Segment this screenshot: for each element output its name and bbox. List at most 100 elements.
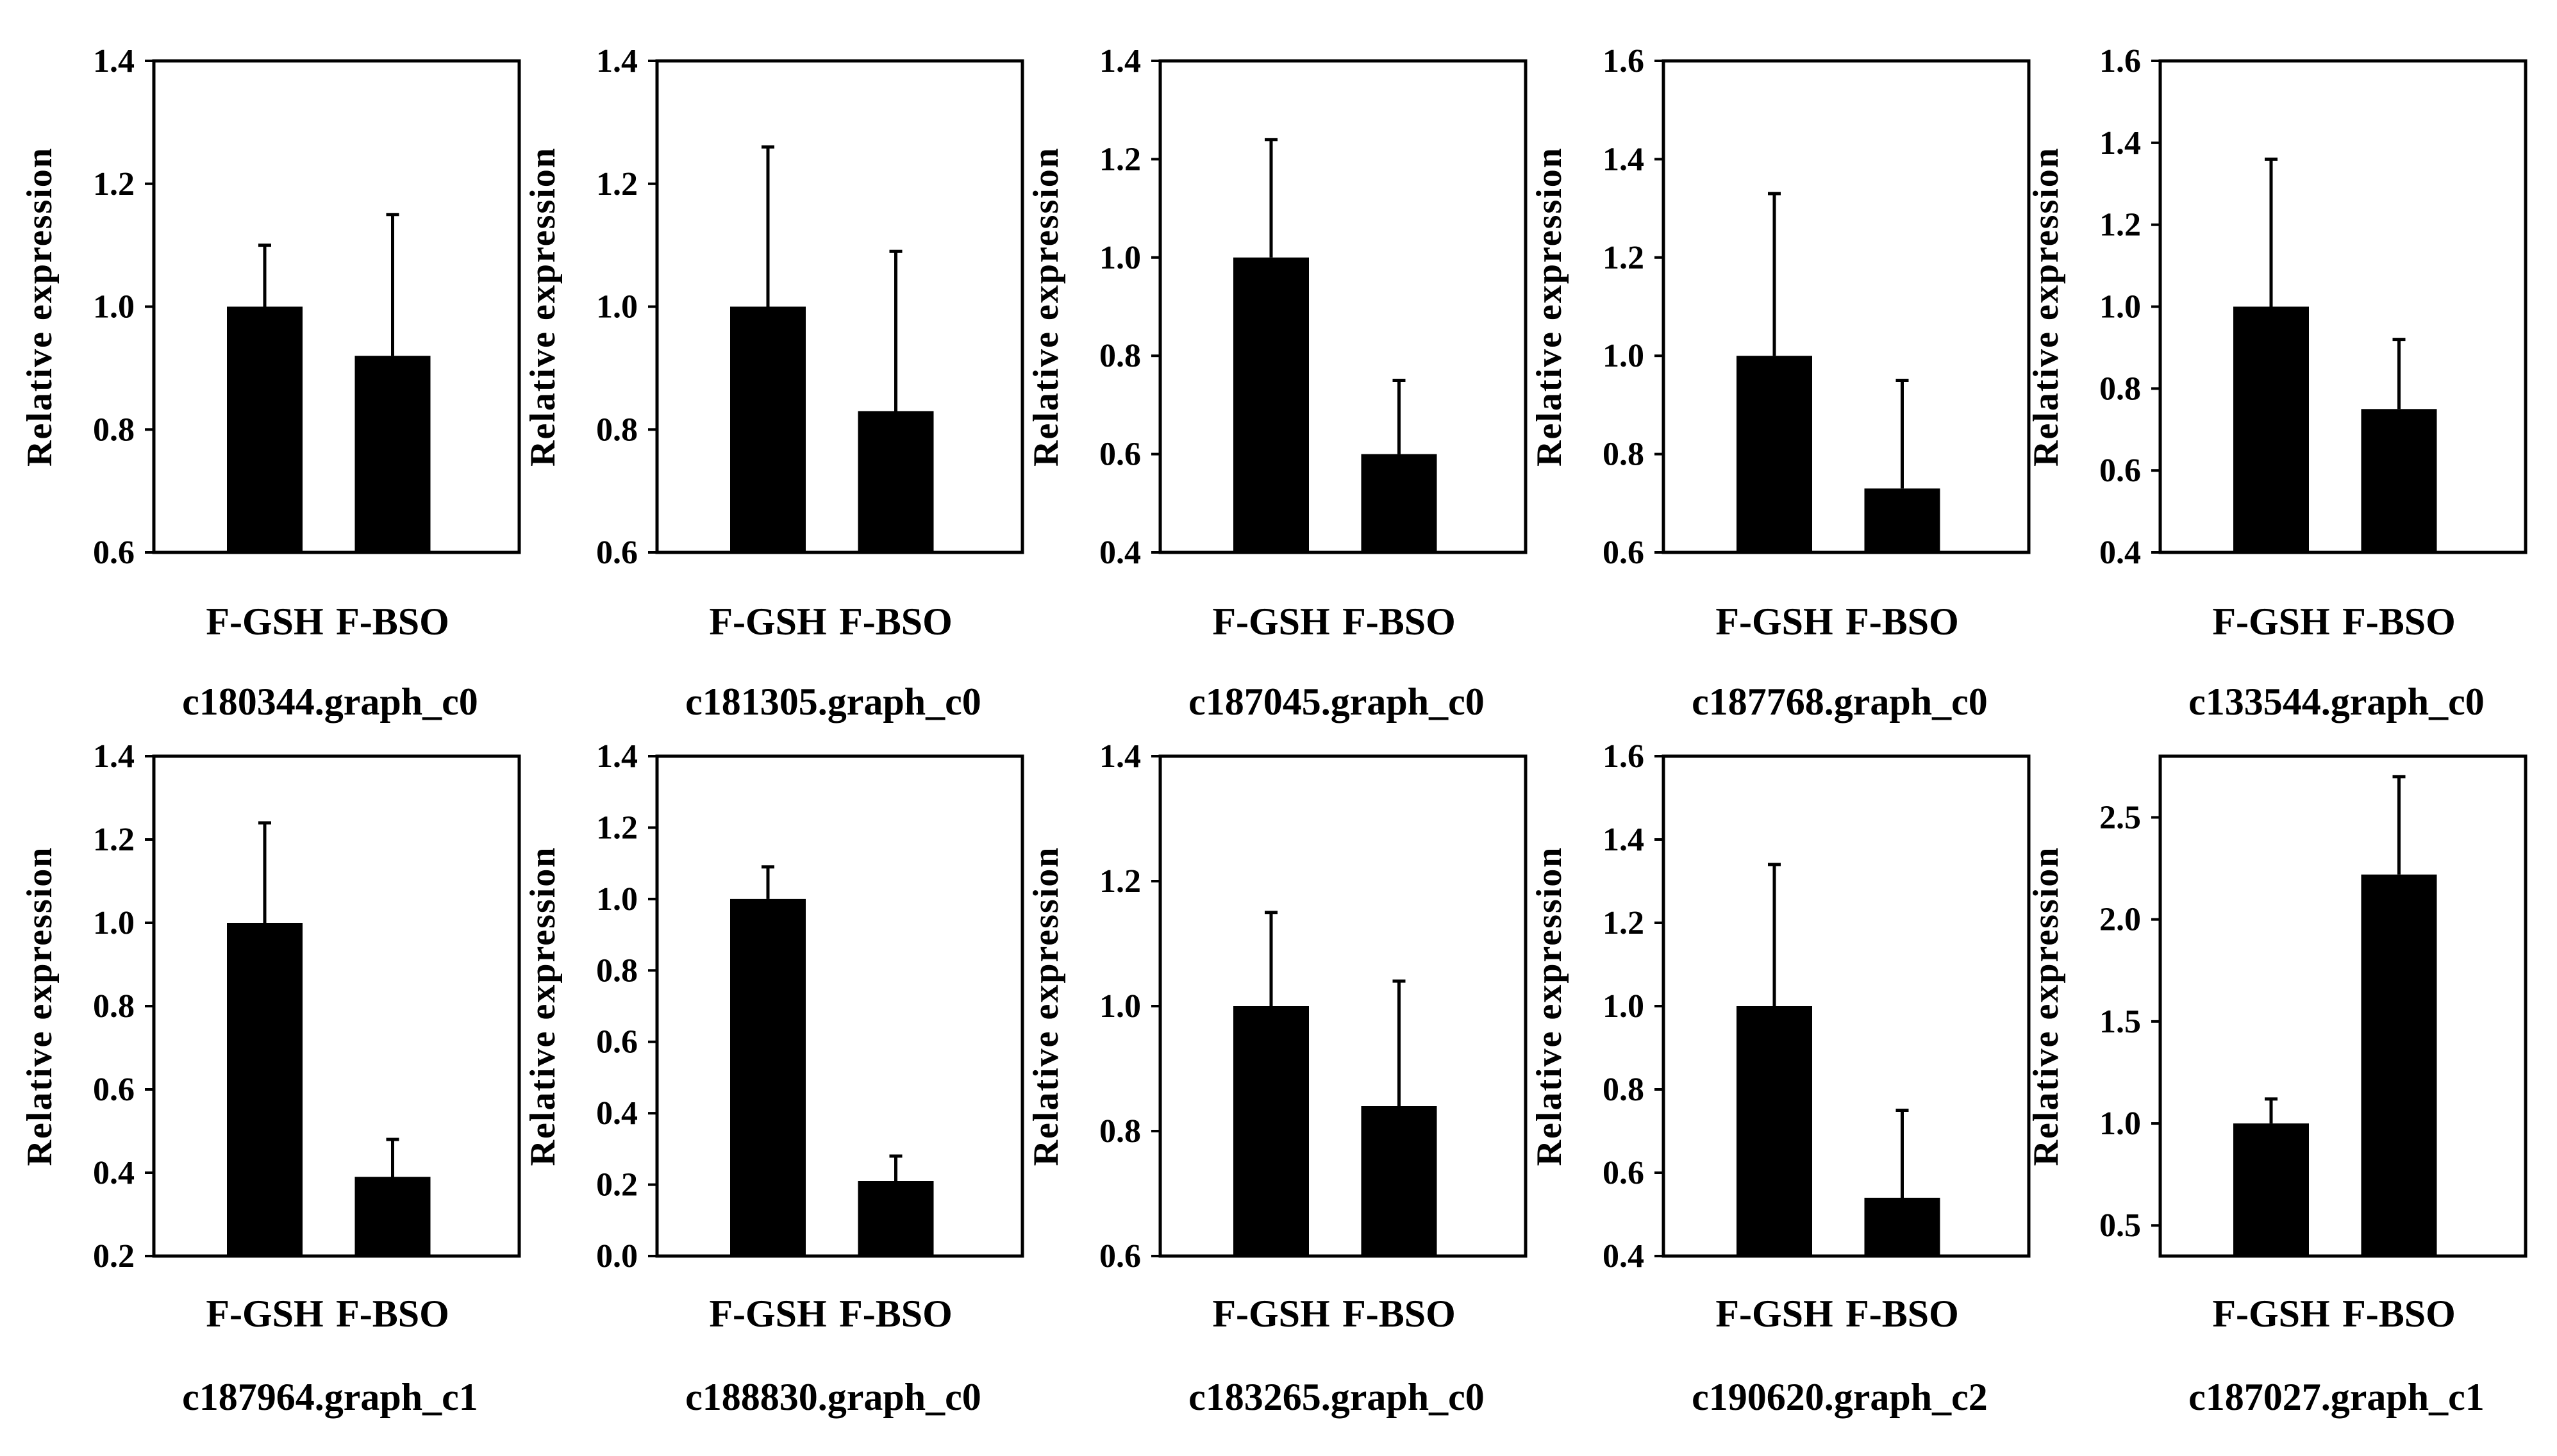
- chart-panel-0: 0.6 0.8 1.0 1.2 1.4 Relative expression F-GSH F…: [20, 43, 521, 723]
- y-axis-label: Relative expression: [1529, 147, 1569, 467]
- chart-panel-8: 0.4 0.6 0.8 1.0 1.2 1.4 1.6 Relative expression…: [1529, 738, 2031, 1418]
- gene-name-label: c180344.graph_c0: [182, 681, 478, 723]
- y-tick-label: 1.0: [1099, 240, 1141, 276]
- y-tick-label: 0.4: [1099, 534, 1141, 571]
- bar-f-bso: [858, 1181, 934, 1256]
- bar-f-bso: [2361, 409, 2437, 552]
- plot-frame: [655, 59, 1024, 554]
- y-tick-label: 0.0: [596, 1238, 638, 1275]
- plot-frame: [2158, 754, 2528, 1258]
- x-category-label: F-GSH: [1212, 1293, 1329, 1335]
- y-tick-label: 2.0: [2099, 902, 2141, 938]
- y-axis-label: Relative expression: [1026, 147, 1066, 467]
- plot-frame: [1662, 754, 2031, 1258]
- y-tick-label: 1.0: [596, 881, 638, 918]
- y-tick-label: 0.5: [2099, 1207, 2141, 1244]
- y-tick-label: 0.2: [596, 1167, 638, 1204]
- y-tick-label: 0.8: [93, 988, 135, 1025]
- y-tick-label: 1.2: [1603, 905, 1644, 941]
- gene-name-label: c183265.graph_c0: [1188, 1376, 1485, 1418]
- bar-f-gsh: [1737, 356, 1812, 552]
- y-tick-label: 0.6: [2099, 452, 2141, 489]
- bar-f-gsh: [227, 923, 303, 1256]
- gene-name-label: c133544.graph_c0: [2188, 681, 2485, 723]
- x-category-label: F-BSO: [336, 600, 449, 643]
- y-tick-label: 1.2: [596, 166, 638, 203]
- x-category-label: F-GSH: [709, 600, 826, 643]
- bar-f-bso: [1361, 454, 1437, 552]
- gene-name-label: c187027.graph_c1: [2188, 1376, 2485, 1418]
- bar-f-gsh: [2233, 306, 2309, 552]
- x-category-label: F-GSH: [2212, 600, 2329, 643]
- y-tick-label: 1.0: [596, 289, 638, 326]
- plot-frame: [1158, 754, 1528, 1258]
- y-tick-label: 1.0: [1603, 988, 1644, 1025]
- bar-f-gsh: [227, 306, 303, 552]
- y-axis-label: Relative expression: [1026, 847, 1066, 1166]
- chart-panel-6: 0.0 0.2 0.4 0.6 0.8 1.0 1.2 1.4 Relative express…: [523, 738, 1024, 1418]
- y-tick-label: 0.6: [596, 534, 638, 571]
- x-category-label: F-BSO: [1845, 600, 1959, 643]
- y-tick-label: 1.4: [93, 43, 135, 79]
- gene-name-label: c187768.graph_c0: [1692, 681, 1988, 723]
- y-tick-label: 0.4: [596, 1095, 638, 1132]
- bar-f-gsh: [730, 306, 806, 552]
- y-axis-label: Relative expression: [20, 847, 60, 1166]
- x-category-label: F-BSO: [1342, 1293, 1456, 1335]
- plot-frame: [655, 754, 1024, 1258]
- y-tick-label: 1.6: [1603, 43, 1644, 79]
- x-category-label: F-BSO: [336, 1293, 449, 1335]
- y-tick-label: 1.0: [93, 289, 135, 326]
- y-tick-label: 1.4: [1603, 822, 1644, 858]
- y-tick-label: 0.4: [2099, 534, 2141, 571]
- bar-f-bso: [354, 1177, 431, 1256]
- bar-f-gsh: [730, 898, 806, 1256]
- y-tick-label: 0.6: [1099, 436, 1141, 473]
- chart-panel-7: 0.6 0.8 1.0 1.2 1.4 Relative expression F-GSH F…: [1026, 738, 1528, 1418]
- x-category-label: F-BSO: [839, 600, 953, 643]
- plot-frame: [2158, 59, 2528, 554]
- gene-name-label: c187045.graph_c0: [1188, 681, 1485, 723]
- y-tick-label: 0.6: [1099, 1238, 1141, 1275]
- gene-name-label: c187964.graph_c1: [182, 1376, 478, 1418]
- y-tick-label: 0.4: [93, 1155, 135, 1191]
- y-tick-label: 0.6: [93, 1071, 135, 1108]
- y-tick-label: 0.8: [1603, 1071, 1644, 1108]
- y-tick-label: 1.2: [1099, 141, 1141, 178]
- bar-f-gsh: [1737, 1006, 1812, 1256]
- chart-panel-2: 0.4 0.6 0.8 1.0 1.2 1.4 Relative expression F-G…: [1026, 43, 1528, 723]
- y-tick-label: 1.0: [93, 905, 135, 941]
- y-tick-label: 1.0: [2099, 1105, 2141, 1142]
- bar-f-bso: [1864, 1198, 1940, 1256]
- plot-frame: [152, 59, 521, 554]
- chart-panel-1: 0.6 0.8 1.0 1.2 1.4 Relative expression F-GSH F…: [523, 43, 1024, 723]
- y-tick-label: 1.2: [93, 166, 135, 203]
- chart-panel-4: 0.4 0.6 0.8 1.0 1.2 1.4 1.6 Relative expression…: [2026, 43, 2528, 723]
- bar-f-bso: [1361, 1106, 1437, 1256]
- y-tick-label: 1.4: [596, 43, 638, 79]
- y-tick-label: 0.2: [93, 1238, 135, 1275]
- y-tick-label: 1.6: [1603, 738, 1644, 775]
- y-tick-label: 0.8: [1099, 338, 1141, 374]
- x-category-label: F-BSO: [2342, 600, 2456, 643]
- x-category-label: F-GSH: [1212, 600, 1329, 643]
- gene-name-label: c188830.graph_c0: [685, 1376, 981, 1418]
- y-tick-label: 1.4: [1099, 43, 1141, 79]
- bar-f-gsh: [1233, 257, 1309, 552]
- y-tick-label: 1.0: [1603, 338, 1644, 374]
- y-tick-label: 1.4: [2099, 125, 2141, 161]
- y-axis-label: Relative expression: [523, 847, 563, 1166]
- x-category-label: F-BSO: [839, 1293, 953, 1335]
- y-tick-label: 0.6: [1603, 1155, 1644, 1191]
- y-tick-label: 1.2: [1603, 240, 1644, 276]
- x-category-label: F-BSO: [1342, 600, 1456, 643]
- y-tick-label: 0.4: [1603, 1238, 1644, 1275]
- y-tick-label: 1.4: [1099, 738, 1141, 775]
- bar-f-gsh: [2233, 1123, 2309, 1256]
- gene-name-label: c190620.graph_c2: [1692, 1376, 1988, 1418]
- y-axis-label: Relative expression: [2026, 147, 2066, 467]
- y-tick-label: 0.8: [596, 411, 638, 448]
- y-axis-label: Relative expression: [2026, 847, 2066, 1166]
- y-tick-label: 0.8: [2099, 370, 2141, 407]
